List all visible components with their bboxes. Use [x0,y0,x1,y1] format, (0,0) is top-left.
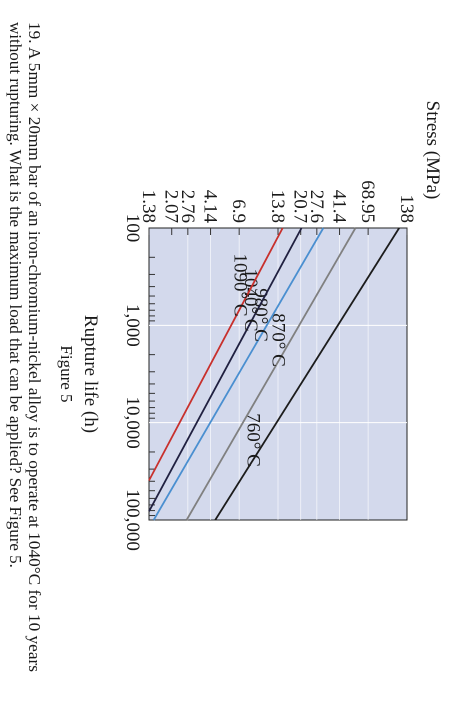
series-label: 760° C [243,413,264,467]
series-label: 870° C [268,313,289,367]
y-tick-label: 2.07 [161,190,182,223]
x-tick-label: 10,000 [122,397,143,449]
y-tick-label: 20.7 [290,190,311,223]
axis-ticks [148,228,408,517]
series-line [148,227,284,481]
y-tick-label: 41.4 [329,190,350,224]
figure-caption: Figure 5 [57,345,76,402]
series-label: 1090° C [229,253,250,316]
x-tick-label: 100 [122,214,143,243]
x-tick-label: 1,000 [122,304,143,347]
y-tick-label: 1.38 [138,190,159,223]
y-tick-label: 2.76 [177,190,198,223]
series-line [152,227,325,521]
y-tick-label: 27.6 [306,190,327,223]
grid-lines [149,228,407,520]
series-line [148,227,303,512]
y-tick-label: 6.9 [228,199,249,223]
series-label: 1040° C [240,268,261,331]
question-line-2: without rupturing. What is the maximum l… [6,22,25,568]
series-line [214,227,400,521]
y-tick-label: 138 [396,195,417,224]
x-tick-label: 100,000 [122,489,143,551]
series-label: 980° C [250,288,271,342]
y-axis-label: Stress (MPa) [422,101,443,200]
axis-labels: 100 1,000 10,000 100,000 1.38 2.072.76 4.14 6.9… [122,180,417,551]
y-tick-label: 68.95 [357,180,378,223]
y-tick-label: 13.8 [267,190,288,223]
y-tick-label: 4.14 [200,190,221,224]
x-axis-label: Rupture life (h) [80,315,101,433]
series-line [185,227,357,521]
question-line-1: 19. A 5mm × 20mm bar of an iron-chromium… [25,22,44,672]
